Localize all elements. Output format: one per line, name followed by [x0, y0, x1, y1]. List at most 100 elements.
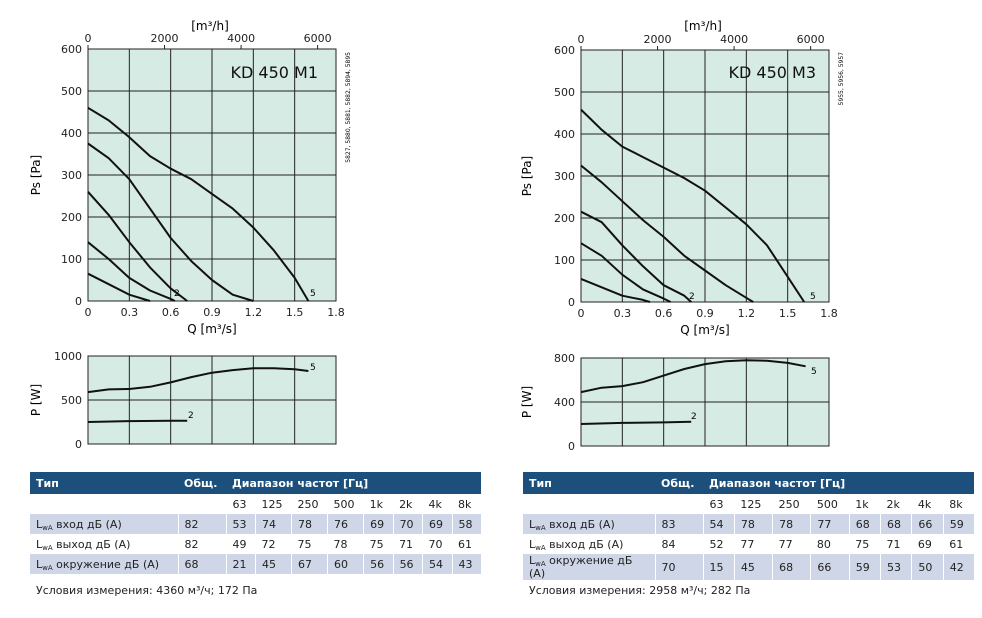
freq-cell: 4k — [917, 497, 932, 511]
value-cell: 53 — [880, 554, 913, 580]
row-label: LwA вход дБ (A) — [30, 514, 179, 534]
freq-row: 63 125 250 500 1k 2k 4k 8k — [30, 494, 481, 514]
ps-y-label: Ps [Pa] — [29, 155, 43, 196]
value-cell: 52 — [709, 537, 724, 551]
table-row: LwA окружение дБ (A) 70 15 45 68 66 59 5… — [523, 554, 974, 580]
ps-x-ticks: 0 0.3 0.6 0.9 1.2 1.5 1.8 — [85, 306, 345, 319]
x-tick-label: 0 — [578, 307, 585, 320]
y-tick-label: 500 — [61, 85, 82, 98]
freq-cell: 8k — [949, 497, 963, 511]
table-row: LwA выход дБ (A) 84 52 77 77 80 75 71 69… — [523, 534, 974, 554]
sound-table-right: Тип Общ. Диапазон частот [Гц] 63 125 250… — [523, 472, 974, 580]
power-curve — [580, 420, 692, 425]
x-tick-label: 0.6 — [162, 306, 180, 319]
x-tick-label: 1.8 — [820, 307, 838, 320]
power-y-label: P [W] — [520, 386, 534, 418]
total-cell: 68 — [178, 554, 227, 574]
value-cell: 77 — [810, 514, 850, 534]
y-tick-label: 0 — [568, 440, 575, 453]
header-type: Тип — [30, 472, 178, 494]
freq-row: 63 125 250 500 1k 2k 4k 8k — [523, 494, 974, 514]
value-cell: 66 — [911, 514, 944, 534]
y-tick-label: 400 — [554, 128, 575, 141]
value-cell: 69 — [917, 537, 932, 551]
power-chart: 0 400 800 P [W] 5 2 — [520, 352, 830, 453]
value-cell: 15 — [703, 554, 735, 580]
y-tick-label: 300 — [61, 169, 82, 182]
freq-cell: 63 — [709, 497, 724, 511]
y-tick-label: 200 — [61, 211, 82, 224]
y-tick-label: 400 — [61, 127, 82, 140]
power-y-ticks: 0 400 800 — [554, 352, 575, 453]
value-cell: 70 — [428, 537, 443, 551]
table-header-row: Тип Общ. Диапазон частот [Гц] — [523, 472, 974, 494]
curve-label-2: 2 — [174, 289, 180, 299]
table-row: LwA выход дБ (A) 82 49 72 75 78 75 71 70… — [30, 534, 481, 554]
panel-right: 0 100 200 300 400 500 600 0 0.3 0.6 0.9 1.2 1.5 1.8 … — [491, 0, 982, 618]
freq-cell: 250 — [778, 497, 800, 511]
header-type: Тип — [523, 472, 655, 494]
value-cell: 66 — [810, 554, 850, 580]
ps-y-label: Ps [Pa] — [520, 156, 534, 197]
freq-cell: 500 — [333, 497, 355, 511]
power-grid — [88, 356, 336, 444]
measurement-conditions: Условия измерения: 2958 м³/ч; 282 Па — [529, 584, 751, 597]
header-freq-range: Диапазон частот [Гц] — [703, 472, 974, 494]
y-tick-label: 0 — [75, 295, 82, 308]
power-y-label: P [W] — [29, 384, 43, 416]
value-cell: 59 — [943, 514, 974, 534]
value-cell: 56 — [393, 554, 424, 574]
row-label: LwA окружение дБ (A) — [30, 554, 179, 574]
y-tick-label: 100 — [554, 254, 575, 267]
power-curve-label-5: 5 — [310, 363, 316, 373]
header-total: Общ. — [178, 472, 226, 494]
freq-cell: 250 — [297, 497, 319, 511]
row-label: LwA окружение дБ (A) — [523, 554, 656, 580]
fan-curve — [580, 242, 672, 303]
row-label: LwA выход дБ (A) — [523, 534, 656, 554]
model-codes: 5827, 5880, 5881, 5882, 5894, 5895 — [345, 52, 352, 163]
value-cell: 70 — [393, 514, 424, 534]
value-cell: 68 — [849, 514, 882, 534]
top-tick-label: 4000 — [720, 33, 748, 46]
fan-curve — [87, 106, 310, 302]
ps-x-ticks: 0 0.3 0.6 0.9 1.2 1.5 1.8 — [578, 307, 838, 320]
x-tick-label: 0.9 — [696, 307, 714, 320]
measurement-conditions: Условия измерения: 4360 м³/ч; 172 Па — [36, 584, 258, 597]
x-tick-label: 1.5 — [286, 306, 304, 319]
freq-cell: 63 — [232, 497, 247, 511]
value-cell: 45 — [734, 554, 774, 580]
value-cell: 80 — [816, 537, 831, 551]
value-cell: 78 — [333, 537, 348, 551]
x-tick-label: 0.3 — [121, 306, 139, 319]
y-tick-label: 600 — [554, 44, 575, 57]
panel-left: 0 100 200 300 400 500 600 0 0.3 0.6 0.9 1.2 1.5 1.8 … — [29, 19, 481, 597]
q-x-label: Q [m³/s] — [680, 323, 729, 337]
power-y-ticks: 0 500 1000 — [54, 350, 82, 451]
x-tick-label: 1.2 — [738, 307, 756, 320]
y-tick-label: 600 — [61, 43, 82, 56]
freq-cell: 2k — [399, 497, 413, 511]
total-cell: 82 — [178, 514, 227, 534]
ps-y-ticks: 0 100 200 300 400 500 600 — [61, 43, 82, 308]
power-grid — [581, 358, 829, 446]
power-curve — [87, 419, 188, 423]
curve-label-5: 5 — [810, 292, 816, 302]
freq-cell: 2k — [886, 497, 900, 511]
fan-curve — [580, 277, 651, 303]
y-tick-label: 100 — [61, 253, 82, 266]
freq-cell: 1k — [855, 497, 869, 511]
value-cell: 59 — [849, 554, 882, 580]
y-tick-label: 400 — [554, 396, 575, 409]
fan-curve — [580, 164, 754, 303]
y-tick-label: 300 — [554, 170, 575, 183]
value-cell: 58 — [452, 514, 481, 534]
power-curve — [580, 359, 806, 394]
value-cell: 50 — [911, 554, 944, 580]
power-chart: 0 500 1000 P [W] 5 2 — [29, 350, 337, 451]
value-cell: 71 — [886, 537, 901, 551]
value-cell: 68 — [772, 554, 812, 580]
